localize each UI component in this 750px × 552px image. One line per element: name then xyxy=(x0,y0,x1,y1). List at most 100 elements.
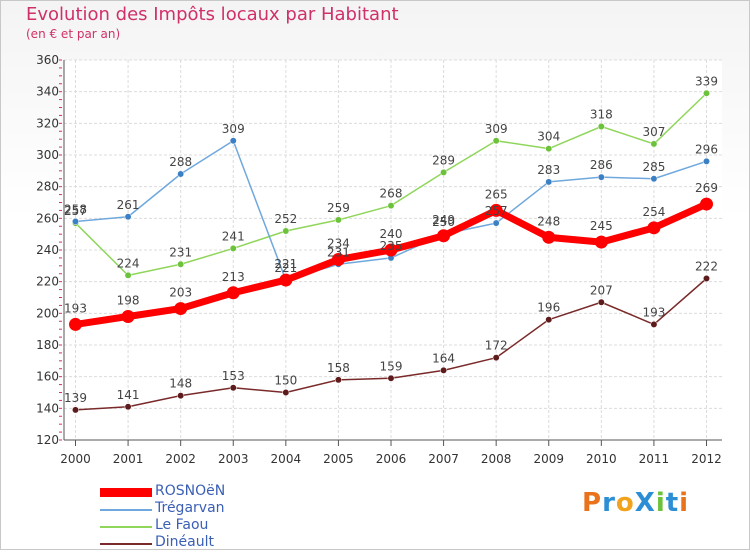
legend-swatch xyxy=(100,508,152,511)
data-label-din-ault: 207 xyxy=(590,283,613,297)
data-label-le-faou: 289 xyxy=(432,153,455,167)
y-tick-label: 260 xyxy=(36,211,59,225)
x-tick-label: 2002 xyxy=(165,452,196,466)
data-point-rosno-n xyxy=(542,230,556,244)
data-label-din-ault: 139 xyxy=(64,391,87,405)
data-point-le-faou xyxy=(492,137,500,145)
data-point-din-ault xyxy=(440,366,448,374)
data-label-le-faou: 339 xyxy=(695,74,718,88)
data-label-din-ault: 193 xyxy=(642,305,665,319)
data-point-din-ault xyxy=(124,403,132,411)
data-label-tr-garvan: 261 xyxy=(117,198,140,212)
data-label-tr-garvan: 296 xyxy=(695,142,718,156)
data-point-din-ault xyxy=(72,406,79,414)
data-label-rosno-n: 265 xyxy=(485,187,508,201)
data-point-rosno-n xyxy=(69,317,82,331)
data-label-din-ault: 158 xyxy=(327,361,350,375)
data-point-rosno-n xyxy=(174,302,188,316)
logo-letter: X xyxy=(634,488,656,518)
data-label-din-ault: 159 xyxy=(380,359,403,373)
data-label-tr-garvan: 286 xyxy=(590,158,613,172)
data-label-tr-garvan: 258 xyxy=(64,203,87,217)
data-point-din-ault xyxy=(545,316,553,324)
x-tick-label: 2007 xyxy=(428,452,459,466)
data-label-din-ault: 222 xyxy=(695,260,718,274)
y-tick-label: 320 xyxy=(36,116,59,130)
data-point-le-faou xyxy=(703,89,710,97)
data-point-tr-garvan xyxy=(124,213,132,221)
x-tick-label: 2000 xyxy=(60,452,91,466)
data-label-le-faou: 268 xyxy=(380,187,403,201)
data-point-le-faou xyxy=(597,123,605,130)
data-point-din-ault xyxy=(387,374,395,382)
data-point-tr-garvan xyxy=(72,218,79,225)
data-point-le-faou xyxy=(124,271,132,279)
data-point-le-faou xyxy=(282,227,290,235)
logo-letter: P xyxy=(582,488,603,518)
data-label-rosno-n: 240 xyxy=(380,227,403,241)
data-label-rosno-n: 248 xyxy=(537,214,560,228)
y-tick-label: 280 xyxy=(36,180,59,194)
y-tick-label: 200 xyxy=(36,306,59,320)
legend-swatch xyxy=(100,525,152,528)
x-tick-label: 2012 xyxy=(691,452,722,466)
data-point-rosno-n xyxy=(489,203,503,217)
data-point-le-faou xyxy=(650,140,658,148)
legend-label: Dinéault xyxy=(155,534,214,550)
data-label-din-ault: 141 xyxy=(117,388,140,402)
data-label-le-faou: 241 xyxy=(222,229,245,243)
logo-letter: i xyxy=(655,488,666,518)
data-label-rosno-n: 269 xyxy=(695,181,718,195)
data-label-rosno-n: 254 xyxy=(642,205,665,219)
data-label-tr-garvan: 288 xyxy=(169,155,192,169)
proxiti-logo: ProXiti xyxy=(582,488,689,518)
data-point-le-faou xyxy=(177,260,185,268)
data-label-din-ault: 172 xyxy=(485,339,508,353)
data-label-le-faou: 224 xyxy=(117,256,140,270)
data-label-tr-garvan: 283 xyxy=(537,163,560,177)
x-tick-label: 2009 xyxy=(533,452,564,466)
y-tick-label: 360 xyxy=(36,53,59,67)
y-tick-label: 140 xyxy=(36,401,59,415)
data-label-le-faou: 252 xyxy=(274,212,297,226)
data-label-tr-garvan: 309 xyxy=(222,122,245,136)
y-tick-label: 120 xyxy=(36,433,59,447)
data-label-tr-garvan: 257 xyxy=(485,204,508,218)
data-point-tr-garvan xyxy=(492,219,500,227)
data-point-tr-garvan xyxy=(650,175,658,183)
data-point-le-faou xyxy=(440,168,448,176)
legend-label: ROSNOëN xyxy=(155,483,226,499)
chart-title: Evolution des Impôts locaux par Habitant xyxy=(26,4,399,25)
data-point-din-ault xyxy=(650,320,658,328)
y-tick-label: 220 xyxy=(36,275,59,289)
data-point-rosno-n xyxy=(331,253,345,266)
data-label-le-faou: 304 xyxy=(537,130,560,144)
data-label-tr-garvan: 231 xyxy=(327,245,350,259)
data-point-din-ault xyxy=(334,376,342,384)
data-label-le-faou: 318 xyxy=(590,108,613,122)
data-point-rosno-n xyxy=(594,235,608,249)
data-point-tr-garvan xyxy=(545,178,553,186)
legend-label: Trégarvan xyxy=(155,500,225,516)
data-point-le-faou xyxy=(229,244,237,252)
data-point-rosno-n xyxy=(647,221,661,235)
x-tick-label: 2004 xyxy=(271,452,302,466)
data-point-din-ault xyxy=(703,275,710,282)
y-tick-label: 300 xyxy=(36,148,59,162)
data-label-le-faou: 231 xyxy=(169,245,192,259)
data-label-le-faou: 307 xyxy=(642,125,665,139)
data-label-rosno-n: 203 xyxy=(169,286,192,300)
data-point-rosno-n xyxy=(700,197,713,211)
x-tick-label: 2001 xyxy=(113,452,144,466)
data-label-tr-garvan: 221 xyxy=(274,261,297,275)
data-point-le-faou xyxy=(545,145,553,153)
data-point-rosno-n xyxy=(437,229,451,243)
y-tick-label: 180 xyxy=(36,338,59,352)
data-label-rosno-n: 213 xyxy=(222,270,245,284)
data-point-rosno-n xyxy=(121,310,135,323)
data-point-le-faou xyxy=(387,202,395,210)
data-point-din-ault xyxy=(597,298,605,306)
data-label-rosno-n: 249 xyxy=(432,213,455,227)
data-label-din-ault: 164 xyxy=(432,351,455,365)
data-point-din-ault xyxy=(177,392,185,400)
